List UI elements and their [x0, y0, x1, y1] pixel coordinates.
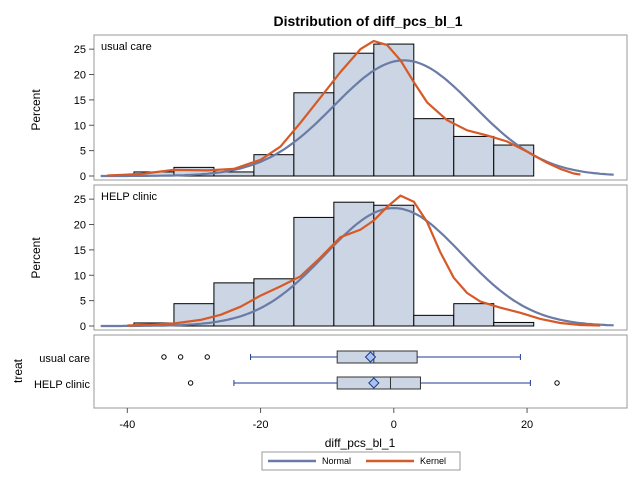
- kernel-curve-usual-care: [107, 39, 581, 177]
- normal-curve-help-clinic: [100, 206, 614, 328]
- y-tick-label-help-clinic: 15: [74, 245, 86, 257]
- outlier-point-help-clinic: [554, 380, 560, 386]
- y-tick-label-help-clinic: 20: [74, 220, 86, 232]
- histogram-bar-help-clinic: [213, 282, 255, 327]
- histogram-bar-help-clinic: [413, 314, 455, 327]
- histogram-bar-help-clinic: [253, 278, 295, 327]
- mean-marker-help-clinic: [368, 377, 380, 389]
- y-tick-label-usual-care: 20: [74, 70, 86, 82]
- histogram-bar-help-clinic: [373, 204, 415, 327]
- boxplot-label-help-clinic: HELP clinic: [34, 379, 91, 391]
- panel-usual-care: 0 5 10 15 20 25: [74, 39, 614, 183]
- outlier-point-usual-care: [204, 354, 210, 360]
- y-tick-label-help-clinic: 25: [74, 194, 86, 206]
- histogram-bar-usual-care: [493, 144, 535, 177]
- histogram-bar-usual-care: [453, 135, 495, 177]
- x-tick-label: -20: [253, 419, 269, 431]
- panel-help-clinic: 0 5 10 15 20 25: [74, 194, 614, 333]
- y-tick-label-usual-care: 15: [74, 95, 86, 107]
- outlier-point-help-clinic: [187, 380, 194, 386]
- boxplot-area: [161, 350, 560, 390]
- x-axis-label: diff_pcs_bl_1: [325, 436, 396, 450]
- x-tick-label: 0: [391, 419, 397, 431]
- outlier-point-usual-care: [177, 354, 184, 360]
- chart-title: Distribution of diff_pcs_bl_1: [273, 13, 462, 29]
- treat-axis-label: treat: [11, 358, 25, 383]
- boxplot-frame: [93, 334, 628, 409]
- legend-box: [261, 451, 461, 471]
- x-axis: -40 -20 0 20: [119, 408, 533, 431]
- outlier-point-usual-care: [161, 354, 167, 360]
- panel-usual-care-label: usual care: [101, 41, 152, 53]
- y-axis-label-panel-1: Percent: [29, 89, 43, 131]
- kernel-curve-help-clinic: [127, 194, 601, 327]
- legend-kernel-label: Kernel: [420, 456, 446, 466]
- mean-marker-usual-care: [364, 351, 377, 363]
- histogram-bar-usual-care: [413, 118, 455, 177]
- x-tick-label: 20: [521, 419, 533, 431]
- panel-help-clinic-label: HELP clinic: [101, 191, 158, 203]
- y-tick-label-help-clinic: 5: [80, 296, 86, 308]
- y-tick-label-usual-care: 10: [74, 120, 86, 132]
- histogram-bar-help-clinic: [333, 201, 375, 327]
- histogram-bar-help-clinic: [493, 321, 535, 327]
- y-tick-label-help-clinic: 10: [74, 270, 86, 282]
- y-tick-label-usual-care: 0: [80, 171, 86, 183]
- histogram-bar-help-clinic: [293, 216, 335, 327]
- x-tick-label: -40: [119, 419, 135, 431]
- box-usual-care: [336, 350, 418, 364]
- y-tick-label-usual-care: 25: [74, 44, 86, 56]
- boxplot-label-usual-care: usual care: [39, 353, 90, 365]
- y-tick-label-help-clinic: 0: [80, 321, 86, 333]
- y-tick-label-usual-care: 5: [80, 146, 86, 158]
- histogram-bar-usual-care: [373, 43, 415, 177]
- histogram-bar-help-clinic: [453, 303, 495, 327]
- y-axis-label-panel-2: Percent: [29, 237, 43, 279]
- histogram-bar-usual-care: [253, 154, 295, 177]
- legend-normal-label: Normal: [322, 456, 351, 466]
